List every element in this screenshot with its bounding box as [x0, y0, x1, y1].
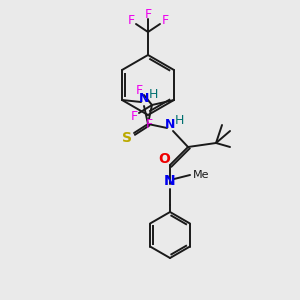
- Text: F: F: [161, 14, 169, 26]
- Text: N: N: [165, 118, 175, 131]
- Text: H: H: [148, 88, 158, 100]
- Text: F: F: [128, 14, 135, 26]
- Text: H: H: [174, 113, 184, 127]
- Text: F: F: [130, 110, 137, 122]
- Text: N: N: [164, 174, 176, 188]
- Text: F: F: [146, 118, 152, 131]
- Text: Me: Me: [193, 170, 209, 180]
- Text: S: S: [122, 131, 132, 145]
- Text: O: O: [158, 152, 170, 166]
- Text: N: N: [139, 92, 149, 106]
- Text: F: F: [144, 8, 152, 20]
- Text: F: F: [135, 85, 142, 98]
